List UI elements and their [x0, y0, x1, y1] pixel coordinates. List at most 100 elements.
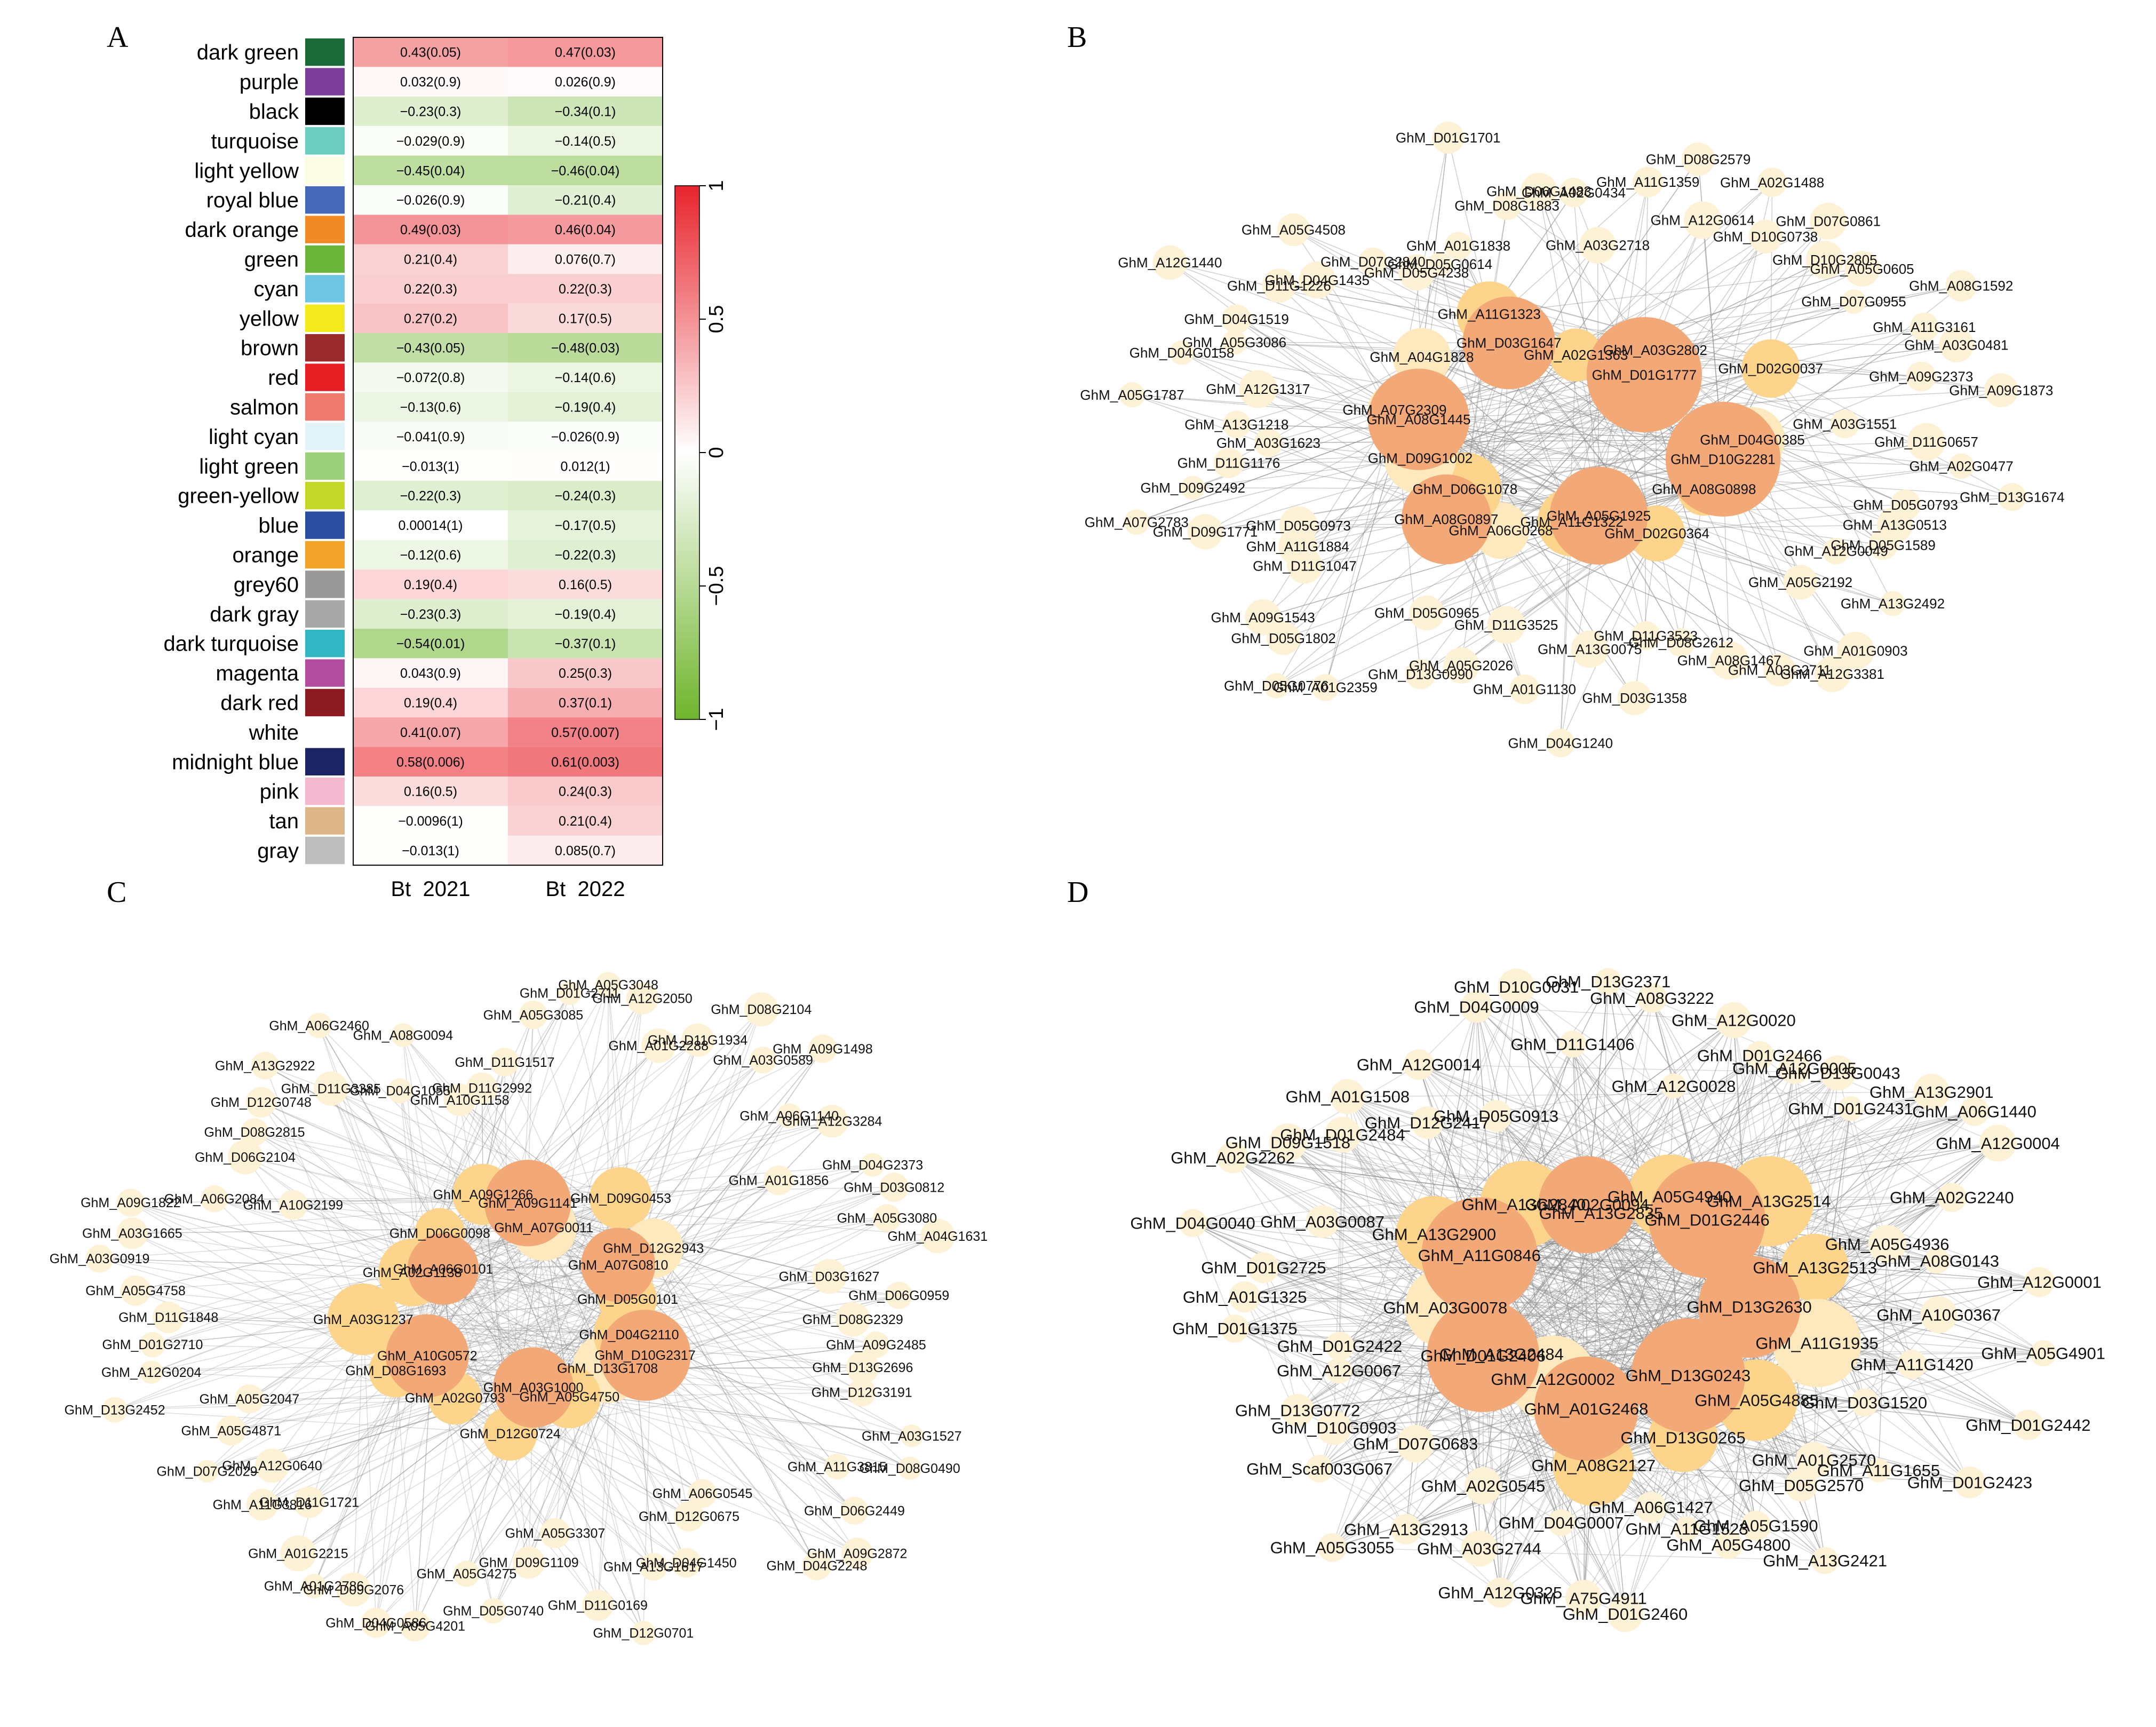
module-swatch	[305, 38, 345, 66]
network-edge	[1770, 344, 1957, 369]
row-label: turquoise	[211, 130, 299, 153]
network-edge	[1235, 1328, 1594, 1466]
node-label: GhM_A06G1427	[1589, 1498, 1713, 1517]
network-node	[861, 1153, 885, 1177]
network-edge	[395, 1009, 762, 1371]
network-node	[1948, 453, 1974, 479]
node-label: GhM_A03G0087	[1260, 1213, 1385, 1231]
node-label: GhM_A06G1440	[1912, 1102, 2036, 1121]
network-node	[293, 1486, 325, 1518]
network-node	[1487, 606, 1525, 644]
network-node	[1868, 530, 1898, 560]
network-edge	[628, 1048, 823, 1335]
node-label: GhM_A06G1140	[739, 1109, 839, 1124]
network-edge	[363, 1264, 618, 1320]
network-node	[1913, 1074, 1950, 1111]
network-edge	[1427, 1122, 1689, 1376]
network-node	[2024, 1266, 2055, 1297]
network-node	[1820, 1055, 1856, 1091]
network-edge	[569, 1396, 912, 1437]
node-label: GhM_D08G2579	[1646, 151, 1751, 167]
node-label: GhM_A05G4940	[1608, 1187, 1732, 1206]
network-edge	[618, 1264, 855, 1511]
network-node	[1538, 1156, 1636, 1254]
node-label: GhM_A01G1856	[729, 1174, 829, 1189]
network-edge	[1236, 424, 1753, 440]
node-label: GhM_A03G1551	[1793, 416, 1897, 432]
heatmap-cell	[508, 510, 663, 540]
cell-value: −0.013(1)	[402, 459, 459, 474]
network-node	[519, 1001, 548, 1029]
network-node	[116, 1189, 145, 1217]
network-node	[873, 1204, 901, 1232]
node-label: GhM_D11G1226	[1227, 278, 1331, 294]
node-label: GhM_A12G1440	[1118, 255, 1222, 271]
node-label: GhM_D04G0040	[1130, 1214, 1255, 1233]
node-label: GhM_Scaf003G067	[1246, 1460, 1393, 1478]
network-edge	[1434, 981, 1609, 1234]
network-edge	[1236, 424, 1753, 440]
network-edge	[427, 1198, 621, 1356]
row-label: midnight blue	[172, 750, 299, 774]
heatmap-cell	[353, 244, 508, 274]
node-label: GhM_D01G2711	[520, 986, 619, 1001]
module-swatch	[305, 482, 345, 510]
node-label: GhM_A09G2373	[1869, 369, 1973, 385]
network-edge	[1688, 1281, 2040, 1376]
node-label: GhM_A12G0001	[1977, 1273, 2102, 1292]
network-edge	[569, 993, 622, 1199]
network-node	[314, 1071, 348, 1106]
network-node	[1637, 983, 1667, 1013]
node-label: GhM_D09G1109	[479, 1556, 579, 1571]
node-label: GhM_A05G4275	[417, 1567, 517, 1582]
node-label: GhM_A09G1266	[433, 1187, 534, 1202]
node-label: GhM_D05G0973	[1246, 518, 1351, 534]
heatmap-frame	[353, 37, 663, 866]
colorbar-tick-label: 1	[705, 180, 728, 191]
node-label: GhM_A11G1523	[1625, 1520, 1748, 1539]
network-d: GhM_D05G2570GhM_A13G2421GhM_A05G1590GhM_…	[1130, 968, 2105, 1632]
network-edge	[1322, 1221, 1484, 1486]
node-label: GhM_D04G1450	[636, 1556, 737, 1571]
node-label: GhM_A12G0004	[1936, 1134, 2060, 1153]
module-swatch	[305, 511, 345, 539]
network-edge	[1421, 137, 1449, 358]
node-label: GhM_D09G1518	[1226, 1134, 1350, 1152]
network-node	[1607, 1596, 1643, 1632]
network-node	[1390, 1514, 1422, 1545]
network-node	[1444, 232, 1473, 260]
network-edge	[1192, 1223, 1446, 1308]
node-label: GhM_ A75G4911	[1521, 1589, 1647, 1607]
node-label: GhM_D08G2612	[1628, 635, 1733, 651]
node-label: GhM_A06G2084	[164, 1192, 265, 1207]
network-edge	[319, 1025, 413, 1273]
network-edge	[1864, 1261, 1938, 1403]
network-edge	[1608, 981, 1769, 1202]
node-label: GhM_A08G1467	[1677, 653, 1781, 669]
cell-value: 0.22(0.3)	[404, 282, 457, 297]
node-label: GhM_A03G1237	[313, 1312, 413, 1327]
module-swatch	[305, 363, 345, 391]
network-edge	[1560, 522, 1572, 743]
network-edge	[1420, 374, 1645, 675]
network-node	[466, 1072, 498, 1104]
network-node	[1480, 1100, 1512, 1132]
network-node	[227, 1139, 263, 1175]
node-label: GhM_D08G1693	[345, 1364, 446, 1379]
cell-value: 0.17(0.5)	[559, 311, 612, 326]
network-edge	[1500, 530, 1833, 675]
network-edge	[135, 1202, 528, 1292]
network-node	[102, 1397, 128, 1423]
node-label: GhM_A03G2718	[1546, 237, 1650, 253]
network-node	[1432, 121, 1465, 154]
network-edge	[1319, 1197, 1952, 1469]
network-edge	[298, 1298, 628, 1554]
node-label: GhM_D10G2317	[595, 1348, 696, 1363]
heatmap-cell	[508, 835, 663, 866]
network-edge	[653, 1217, 887, 1249]
node-label: GhM_D09G1771	[1153, 524, 1258, 540]
network-edge	[254, 1131, 440, 1234]
row-label: orange	[232, 544, 299, 567]
network-edge	[330, 1088, 608, 1369]
network-node	[480, 1598, 506, 1624]
